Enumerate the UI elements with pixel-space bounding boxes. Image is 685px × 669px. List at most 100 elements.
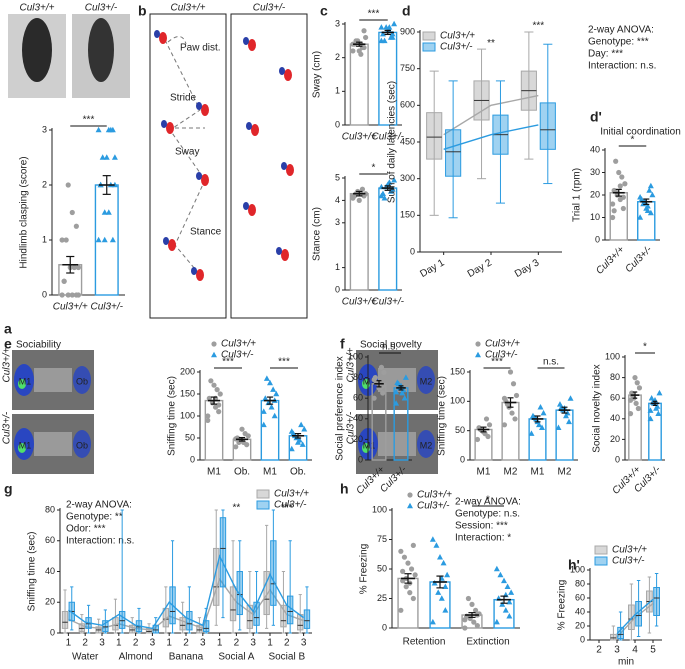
data-point: [486, 422, 493, 428]
data-point: [395, 380, 402, 387]
paw: [281, 162, 287, 170]
heat-blob: [73, 430, 91, 458]
data-point: [65, 292, 71, 298]
heat-spot: [18, 379, 26, 389]
bar: [349, 192, 369, 291]
data-point: [363, 34, 369, 41]
data-point: [407, 590, 413, 596]
data-point: [389, 30, 396, 37]
y-tick-label: 20: [610, 434, 620, 444]
y-tick-label: 3: [335, 18, 340, 28]
image-title: Social novelty: [360, 340, 422, 351]
box: [426, 112, 443, 160]
data-point: [399, 389, 406, 396]
y-tick-label: 0: [335, 284, 340, 294]
legend-marker: [211, 341, 217, 347]
data-point: [267, 379, 273, 386]
data-point: [401, 554, 408, 560]
y-tick-label: 0: [460, 454, 465, 464]
y-tick-label: 150: [180, 388, 195, 398]
box: [213, 547, 220, 606]
data-point: [206, 395, 212, 401]
annotation: Day: ***: [588, 49, 623, 60]
paw: [201, 104, 209, 116]
group-label: Banana: [169, 652, 204, 663]
data-point: [350, 48, 356, 54]
y-tick-label: 40: [353, 413, 363, 423]
legend-marker: [407, 502, 413, 509]
y-tick-label: 20: [575, 620, 585, 630]
box: [270, 540, 277, 606]
y-axis-label: Sniffing time (sec): [27, 532, 38, 612]
row-label: Cul3+/-: [346, 411, 357, 444]
data-point: [504, 583, 511, 589]
data-point: [637, 194, 644, 200]
data-point: [350, 41, 356, 47]
heat-blob: [417, 430, 435, 458]
y-tick-label: 40: [610, 413, 620, 423]
data-point: [636, 385, 643, 391]
data-point: [471, 619, 477, 625]
paw: [196, 102, 202, 110]
genotype-label: Cul3+/+: [19, 3, 54, 14]
panel-label: a: [4, 321, 12, 337]
data-point: [563, 412, 570, 419]
y-tick-label: 25: [377, 593, 387, 603]
data-point: [273, 390, 280, 397]
x-tick-label: 2: [183, 638, 189, 649]
data-point: [613, 158, 619, 164]
data-point: [412, 572, 418, 578]
paw: [163, 237, 169, 245]
data-point: [627, 397, 634, 403]
data-point: [61, 278, 67, 284]
paw: [279, 67, 285, 75]
paw: [243, 37, 249, 45]
sig-label: n.s.: [543, 357, 559, 368]
data-point: [379, 190, 386, 196]
y-tick-label: 0: [358, 454, 363, 464]
panel-label: d': [590, 109, 602, 125]
box: [61, 610, 69, 629]
paw: [281, 249, 289, 261]
y-tick-label: 100: [605, 351, 620, 361]
x-tick-label: Cul3+/-: [90, 302, 123, 313]
data-point: [617, 183, 623, 189]
data-point: [507, 369, 514, 375]
dashed-line: [164, 39, 206, 276]
data-point: [410, 595, 416, 602]
y-tick-label: 20: [353, 434, 363, 444]
zone-label: M1: [363, 440, 376, 450]
x-tick-label: 2: [133, 638, 139, 649]
legend-swatch: [422, 31, 436, 41]
y-tick-label: 150: [400, 210, 415, 220]
x-tick-label: 3: [614, 645, 620, 656]
x-tick-label: 1: [267, 638, 273, 649]
annotation: Session: ***: [455, 521, 508, 532]
x-tick-label: 3: [301, 638, 307, 649]
y-tick-label: 2: [335, 52, 340, 62]
data-point: [288, 428, 295, 434]
sig-label: ***: [222, 357, 234, 368]
x-tick-label: 1: [166, 638, 172, 649]
data-point: [103, 154, 110, 160]
data-point: [501, 395, 508, 401]
y-tick-label: 0: [190, 454, 195, 464]
data-point: [501, 577, 507, 584]
sig-label: **: [233, 503, 241, 514]
data-point: [73, 223, 79, 229]
data-point: [647, 415, 654, 422]
y-tick-label: 50: [377, 563, 387, 573]
mean-line: [443, 94, 539, 136]
heatmaps: [12, 350, 438, 474]
mean-line: [443, 124, 539, 151]
data-point: [386, 24, 393, 30]
y-tick-label: 750: [400, 63, 415, 73]
paw: [168, 239, 176, 251]
data-point: [537, 404, 544, 410]
y-tick-label: 40: [590, 144, 600, 154]
diagram-label: Stride: [170, 93, 197, 104]
data-point: [647, 407, 654, 413]
data-point: [462, 617, 468, 623]
data-point: [442, 607, 449, 613]
